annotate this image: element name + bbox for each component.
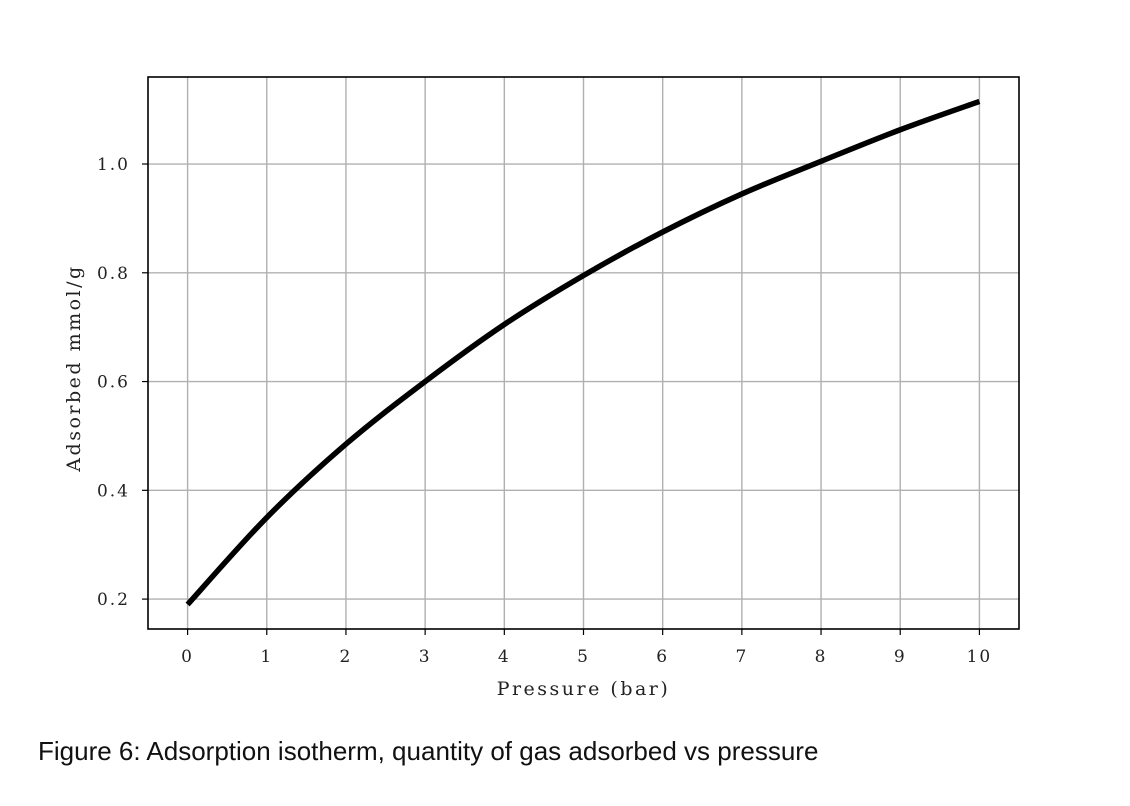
x-tick-label: 5 [577,647,590,667]
series-layer [185,98,981,607]
x-tick-label: 4 [498,647,511,667]
series-line [185,98,981,607]
x-tick-label: 1 [260,647,273,667]
x-tick-label: 7 [735,647,748,667]
x-tick-label: 2 [340,647,353,667]
x-axis-label: Pressure (bar) [497,678,671,700]
y-tick-label: 0.4 [97,481,130,501]
y-tick-label: 0.6 [97,373,130,393]
y-tick-label: 0.2 [97,590,130,610]
grid [148,77,1019,629]
y-axis-label: Adsorbed mmol/g [63,264,85,472]
x-tick-label: 0 [181,647,194,667]
x-tick-label: 10 [967,647,993,667]
x-tick-label: 9 [894,647,907,667]
figure-caption: Figure 6: Adsorption isotherm, quantity … [38,736,819,766]
ticks: 0 1 2 3 4 5 6 7 8 9 10 0.2 0.4 0.6 0.8 1.0 [97,155,993,667]
y-tick-label: 0.8 [97,264,130,284]
x-tick-label: 3 [419,647,432,667]
y-tick-label: 1.0 [97,155,130,175]
x-tick-label: 8 [815,647,828,667]
x-tick-label: 6 [656,647,669,667]
chart: 0 1 2 3 4 5 6 7 8 9 10 0.2 0.4 0.6 0.8 1.0 Pressure (ba… [63,76,1020,700]
